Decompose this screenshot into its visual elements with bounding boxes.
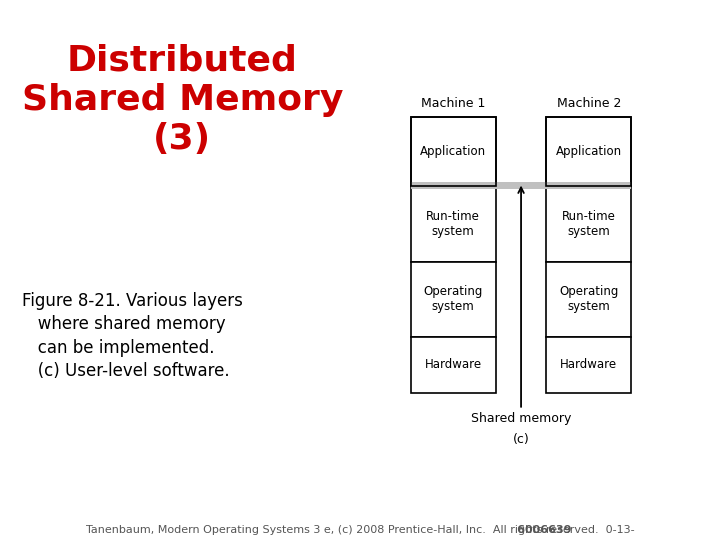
Text: Operating
system: Operating system xyxy=(559,285,618,313)
Bar xyxy=(546,261,631,337)
Text: Hardware: Hardware xyxy=(425,359,482,372)
Bar xyxy=(411,186,495,261)
Bar xyxy=(546,118,631,186)
Text: Tanenbaum, Modern Operating Systems 3 e, (c) 2008 Prentice-Hall, Inc.  All right: Tanenbaum, Modern Operating Systems 3 e,… xyxy=(86,524,634,535)
Text: Distributed
Shared Memory
(3): Distributed Shared Memory (3) xyxy=(22,43,343,156)
Bar xyxy=(546,118,631,186)
Bar xyxy=(411,261,495,337)
Text: (c): (c) xyxy=(513,433,529,446)
Text: Application: Application xyxy=(420,145,486,158)
Text: Hardware: Hardware xyxy=(560,359,617,372)
Bar xyxy=(411,118,495,186)
Bar xyxy=(546,337,631,393)
Text: Run-time
system: Run-time system xyxy=(562,210,616,238)
Text: Machine 1: Machine 1 xyxy=(421,97,485,111)
Text: 6006639: 6006639 xyxy=(149,524,571,535)
Text: Operating
system: Operating system xyxy=(423,285,483,313)
Text: Figure 8-21. Various layers
   where shared memory
   can be implemented.
   (c): Figure 8-21. Various layers where shared… xyxy=(22,292,243,380)
Text: Machine 2: Machine 2 xyxy=(557,97,621,111)
Bar xyxy=(411,337,495,393)
Bar xyxy=(411,182,631,190)
Bar xyxy=(411,118,495,186)
Text: Shared memory: Shared memory xyxy=(471,412,571,425)
Text: Application: Application xyxy=(556,145,622,158)
Text: Run-time
system: Run-time system xyxy=(426,210,480,238)
Bar xyxy=(546,186,631,261)
